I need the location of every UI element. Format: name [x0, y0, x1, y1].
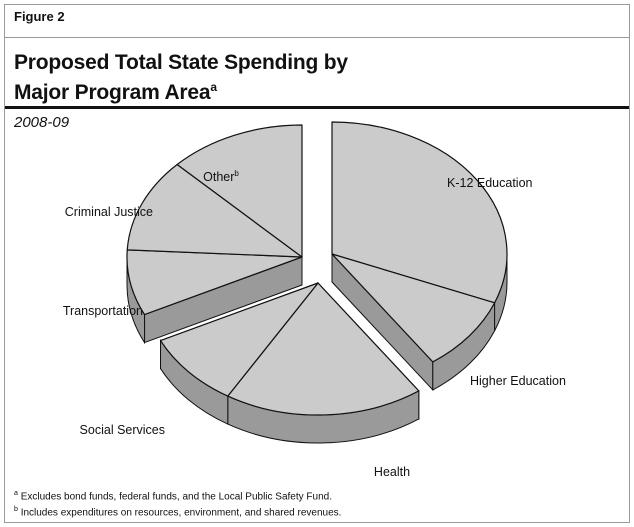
title-rule	[5, 106, 629, 109]
footnotes: a Excludes bond funds, federal funds, an…	[14, 487, 341, 520]
footnote-a-text: Excludes bond funds, federal funds, and …	[20, 491, 333, 503]
header-rule	[5, 37, 629, 38]
title-footnote-mark: a	[210, 80, 217, 94]
chart-subtitle: 2008-09	[14, 114, 70, 131]
pie-slice-health	[227, 282, 420, 416]
title-line-1: Proposed Total State Spending by	[14, 51, 348, 74]
footnote-a: a Excludes bond funds, federal funds, an…	[14, 487, 341, 503]
pie-slice-social-services	[159, 282, 319, 397]
chart-title: Proposed Total State Spending by Major P…	[14, 50, 348, 105]
footnote-b-text: Includes expenditures on resources, envi…	[20, 507, 342, 519]
pie-slice-other	[176, 124, 303, 258]
pie-slice-k-12-education	[331, 121, 508, 304]
slice-label-transportation: Transportation	[63, 304, 143, 318]
footnote-b: b Includes expenditures on resources, en…	[14, 503, 341, 519]
pie-slice-higher-education	[331, 253, 496, 363]
footnote-a-mark: a	[14, 490, 18, 497]
slice-label-higher-education: Higher Education	[470, 374, 566, 388]
slice-label-social-services: Social Services	[80, 423, 165, 437]
pie-slice-criminal-justice	[126, 163, 303, 258]
title-line-2: Major Program Areaa	[14, 75, 348, 105]
footnote-b-mark: b	[14, 506, 18, 514]
slice-label-criminal-justice: Criminal Justice	[65, 205, 153, 219]
slice-label-other: Otherb	[203, 169, 239, 184]
figure-label: Figure 2	[14, 9, 65, 24]
pie-slice-transportation	[126, 249, 303, 316]
title-line-2-text: Major Program Area	[14, 81, 211, 104]
slice-label-health: Health	[374, 465, 410, 479]
slice-label-k-12-education: K-12 Education	[447, 176, 533, 190]
slice-label-footnote-mark: b	[234, 169, 239, 178]
